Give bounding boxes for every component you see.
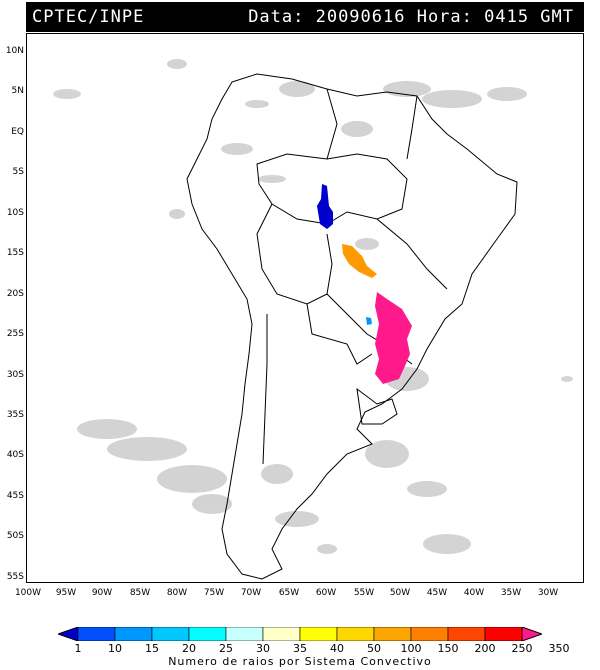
legend-swatch — [521, 627, 542, 641]
convective-systems — [317, 184, 412, 384]
lat-label: EQ — [11, 127, 24, 137]
legend-value-label: 20 — [182, 642, 196, 655]
legend-value-label: 1 — [74, 642, 82, 655]
lat-label: 35S — [6, 410, 24, 420]
lat-label: 25S — [6, 329, 24, 339]
legend-value-label: 10 — [108, 642, 122, 655]
legend-swatch — [151, 627, 190, 641]
lon-label: 70W — [240, 588, 262, 598]
lat-label: 40S — [6, 450, 24, 460]
lat-label: 30S — [6, 370, 24, 380]
legend-value-label: 40 — [330, 642, 344, 655]
lon-label: 35W — [500, 588, 522, 598]
map-frame — [26, 33, 584, 583]
legend-swatch — [484, 627, 523, 641]
legend-value-label: 100 — [400, 642, 422, 655]
legend-swatch — [77, 627, 116, 641]
legend-value-label: 30 — [256, 642, 270, 655]
lon-label: 90W — [91, 588, 113, 598]
map-header: CPTEC/INPE Data: 20090616 Hora: 0415 GMT — [26, 2, 584, 32]
lon-label: 40W — [463, 588, 485, 598]
lon-label: 30W — [537, 588, 559, 598]
legend-value-label: 200 — [474, 642, 496, 655]
legend-swatch — [114, 627, 153, 641]
lon-label: 60W — [315, 588, 337, 598]
legend-color-bar — [58, 627, 542, 641]
lat-label: 55S — [6, 572, 24, 582]
legend-swatch — [225, 627, 264, 641]
lon-label: 95W — [55, 588, 77, 598]
lat-label: 5N — [11, 86, 24, 96]
lon-label: 50W — [389, 588, 411, 598]
organization-label: CPTEC/INPE — [32, 7, 145, 27]
lon-label: 85W — [129, 588, 151, 598]
legend-swatch — [188, 627, 227, 641]
date-time-label: Data: 20090616 Hora: 0415 GMT — [248, 7, 574, 27]
legend-value-label: 250 — [511, 642, 533, 655]
system-blue — [317, 184, 333, 229]
legend-value-label: 350 — [548, 642, 570, 655]
lon-label: 100W — [14, 588, 42, 598]
legend-value-label: 150 — [437, 642, 459, 655]
legend-value-label: 15 — [145, 642, 159, 655]
legend-swatch — [58, 627, 79, 641]
legend-swatch — [373, 627, 412, 641]
legend-value-label: 50 — [367, 642, 381, 655]
legend-swatch — [410, 627, 449, 641]
lat-label: 20S — [6, 289, 24, 299]
legend-value-label: 25 — [219, 642, 233, 655]
legend-swatch — [299, 627, 338, 641]
lat-label: 10N — [5, 46, 24, 56]
system-pink — [375, 292, 412, 384]
legend-value-label: 35 — [293, 642, 307, 655]
legend-title: Numero de raios por Sistema Convectivo — [168, 655, 432, 668]
lat-label: 15S — [6, 248, 24, 258]
legend-swatch — [336, 627, 375, 641]
lat-label: 10S — [6, 208, 24, 218]
legend-swatch — [447, 627, 486, 641]
lon-label: 45W — [426, 588, 448, 598]
coastlines-and-borders — [186, 73, 518, 580]
lon-label: 65W — [278, 588, 300, 598]
cloud-imagery — [53, 59, 573, 554]
lon-label: 80W — [166, 588, 188, 598]
lat-label: 45S — [6, 491, 24, 501]
lon-label: 55W — [353, 588, 375, 598]
system-lightblue — [366, 317, 372, 325]
legend-swatch — [262, 627, 301, 641]
south-america-map — [53, 59, 573, 580]
lon-label: 75W — [203, 588, 225, 598]
lat-label: 50S — [6, 531, 24, 541]
system-orange — [342, 244, 377, 278]
lat-label: 5S — [12, 167, 24, 177]
